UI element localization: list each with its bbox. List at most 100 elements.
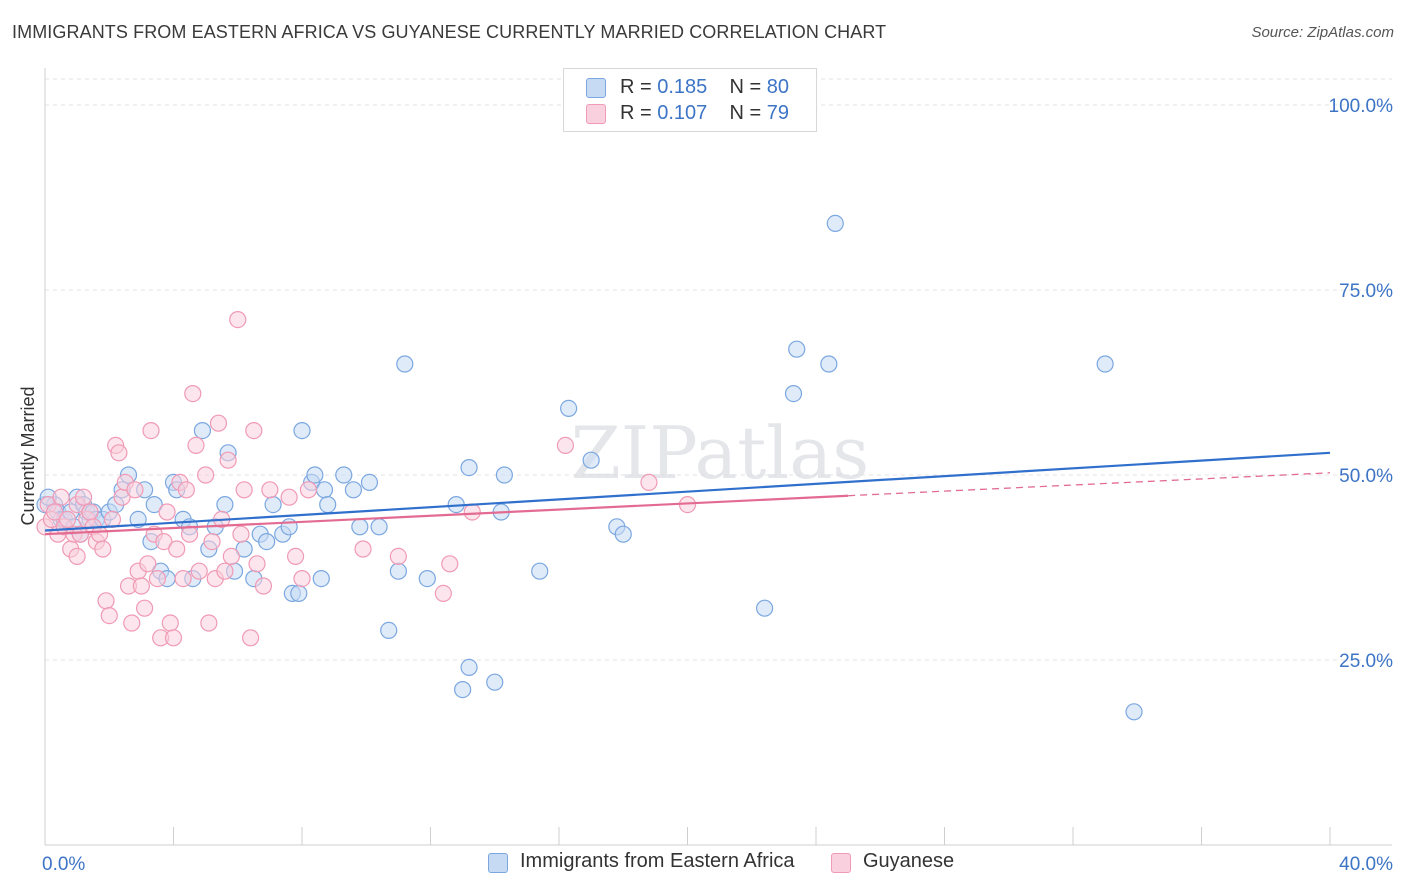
point-eastern-africa (258, 532, 276, 551)
point-guyanese (187, 436, 205, 454)
point-guyanese (434, 584, 452, 603)
point-guyanese (52, 488, 70, 506)
watermark: ZIPatlas (571, 411, 869, 495)
point-eastern-africa (315, 481, 334, 499)
n-value-eastern-africa: 80 (766, 76, 790, 98)
point-eastern-africa (344, 481, 362, 499)
point-guyanese (209, 414, 228, 432)
point-guyanese (164, 629, 183, 647)
point-eastern-africa (560, 399, 578, 417)
point-eastern-africa (306, 466, 324, 484)
axes (44, 68, 1392, 846)
n-label: N = (729, 76, 762, 98)
point-eastern-africa (486, 673, 504, 691)
point-guyanese (174, 569, 192, 588)
point-eastern-africa (380, 621, 398, 640)
y-tick-label: 25.0% (1339, 651, 1393, 672)
series-name-eastern-africa: Immigrants from Eastern Africa (520, 850, 795, 872)
point-guyanese (242, 629, 260, 647)
point-guyanese (254, 577, 273, 595)
y-tick-label: 100.0% (1329, 96, 1394, 117)
point-guyanese (148, 569, 167, 588)
legend-stats-guyanese: R = 0.107 N = 79 (620, 102, 789, 125)
point-eastern-africa (454, 680, 472, 699)
trend-lines (44, 451, 1331, 536)
point-eastern-africa (216, 496, 234, 514)
point-eastern-africa (293, 422, 311, 440)
point-guyanese (190, 562, 208, 580)
point-guyanese (280, 488, 298, 506)
chart-title: IMMIGRANTS FROM EASTERN AFRICA VS GUYANE… (12, 22, 887, 42)
point-guyanese (184, 385, 202, 403)
point-guyanese (58, 510, 77, 529)
point-eastern-africa (370, 518, 388, 536)
point-eastern-africa (193, 422, 212, 440)
point-eastern-africa (1096, 355, 1114, 373)
point-guyanese (74, 488, 93, 506)
point-guyanese (100, 606, 118, 625)
point-guyanese (135, 599, 154, 617)
point-guyanese (245, 422, 263, 440)
point-guyanese (110, 444, 128, 462)
point-guyanese (123, 614, 141, 632)
point-eastern-africa (531, 562, 549, 580)
point-guyanese (441, 555, 459, 573)
point-guyanese (299, 481, 318, 499)
point-guyanese (139, 555, 157, 573)
r-label: R = (620, 76, 652, 98)
r-value-guyanese: 0.107 (657, 102, 708, 124)
point-eastern-africa (335, 466, 353, 484)
point-guyanese (46, 503, 64, 521)
point-guyanese (97, 592, 115, 610)
point-guyanese (161, 614, 179, 632)
point-eastern-africa (319, 496, 337, 514)
point-guyanese (142, 422, 160, 440)
trendline-eastern-africa (44, 451, 1331, 532)
point-guyanese (158, 503, 176, 521)
point-eastern-africa (264, 496, 282, 514)
point-eastern-africa (389, 562, 407, 580)
y-tick-label: 75.0% (1339, 281, 1393, 302)
point-eastern-africa (826, 214, 844, 232)
point-guyanese (232, 525, 250, 543)
point-guyanese (94, 540, 112, 558)
point-guyanese (71, 525, 89, 543)
r-label: R = (620, 102, 652, 124)
point-eastern-africa (129, 510, 147, 529)
legend-swatch-guyanese (586, 104, 606, 124)
point-guyanese (222, 547, 240, 566)
point-guyanese (155, 532, 173, 551)
series-name-guyanese: Guyanese (863, 850, 955, 872)
legend-stats-eastern-africa: R = 0.185 N = 80 (620, 76, 789, 99)
y-axis-label: Currently Married (18, 386, 38, 525)
point-guyanese (219, 451, 237, 469)
point-eastern-africa (360, 473, 379, 491)
point-eastern-africa (312, 569, 330, 588)
trendline-guyanese (44, 494, 849, 536)
point-eastern-africa (1125, 703, 1143, 721)
point-eastern-africa (460, 658, 478, 677)
trendline-guyanese-extension (848, 472, 1331, 497)
point-eastern-africa (396, 355, 414, 373)
point-guyanese (229, 311, 247, 329)
point-guyanese (68, 547, 86, 566)
point-guyanese (132, 577, 150, 595)
point-eastern-africa (820, 355, 838, 373)
point-guyanese (203, 532, 221, 551)
r-value-eastern-africa: 0.185 (657, 76, 708, 98)
point-eastern-africa (495, 466, 513, 484)
point-eastern-africa (460, 459, 478, 477)
point-eastern-africa (145, 496, 163, 514)
point-guyanese (354, 540, 372, 558)
correlation-legend: R = 0.185 N = 80 R = 0.107 N = 79 (563, 68, 817, 132)
point-guyanese (248, 555, 266, 573)
point-guyanese (168, 540, 186, 558)
tick-labels: 25.0% 50.0% 75.0% 100.0% 0.0% 40.0% (42, 96, 1393, 875)
point-guyanese (235, 481, 253, 499)
point-guyanese (126, 481, 144, 499)
data-points (36, 214, 1143, 721)
x-tick-label: 40.0% (1339, 854, 1393, 875)
point-guyanese (200, 614, 218, 632)
point-guyanese (81, 503, 99, 521)
